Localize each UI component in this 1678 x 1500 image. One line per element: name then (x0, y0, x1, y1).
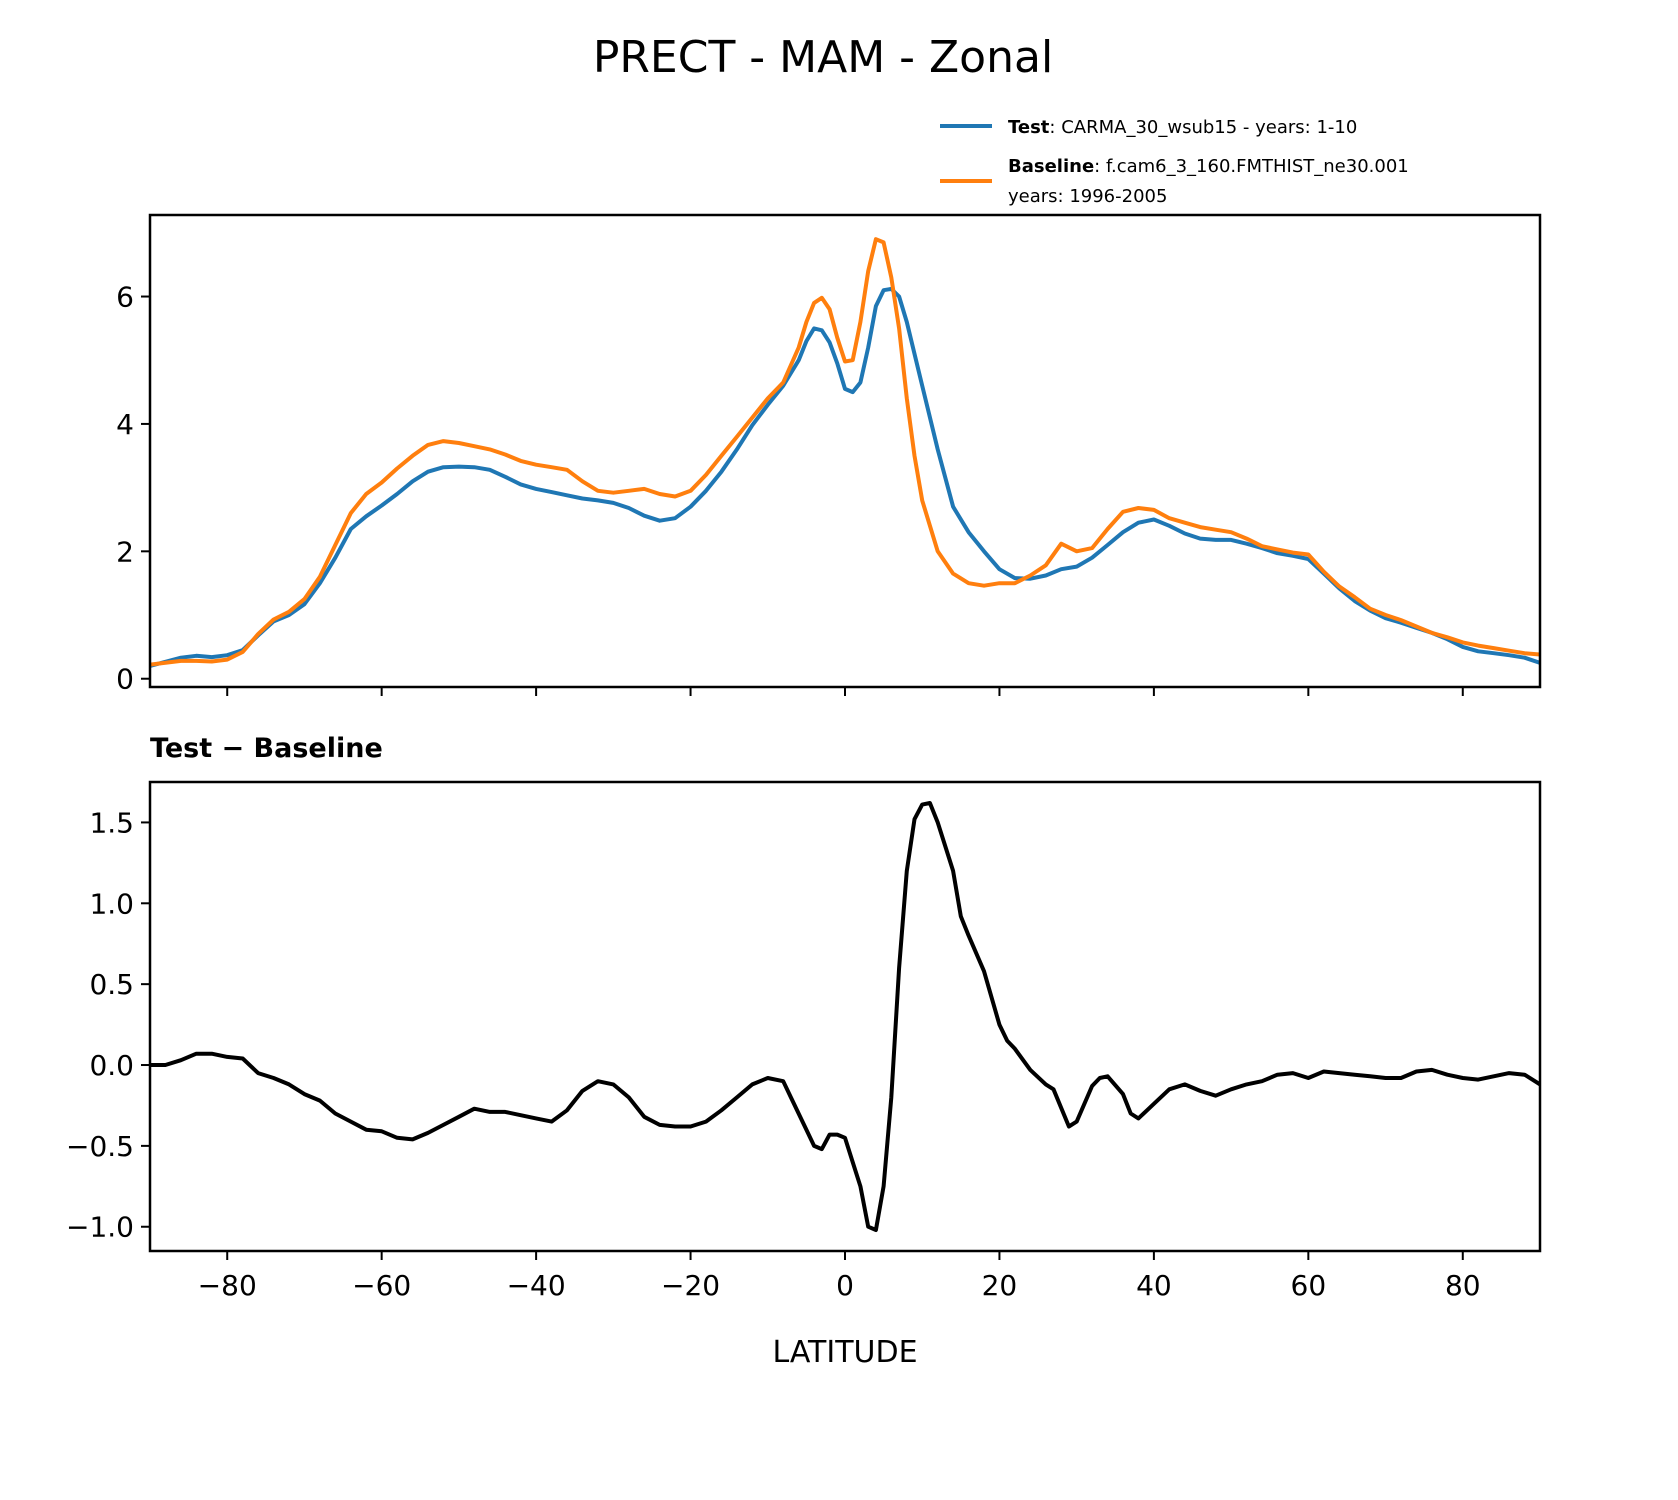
legend-test-label: Test (1008, 117, 1050, 138)
diff-xtick-label: −40 (507, 1269, 566, 1302)
legend-baseline-label: Baseline (1008, 156, 1094, 177)
top-ytick-label: 4 (116, 408, 134, 441)
diff-xtick-label: 0 (836, 1269, 854, 1302)
diff-ytick-label: 1.5 (89, 806, 134, 839)
legend-test-desc: : CARMA_30_wsub15 - years: 1-10 (1049, 117, 1357, 138)
diff-xtick-label: −20 (661, 1269, 720, 1302)
diff-ytick-label: 1.0 (89, 887, 134, 920)
top-panel: 0 2 4 6 (116, 213, 1542, 696)
legend-baseline-desc: : f.cam6_3_160.FMTHIST_ne30.001 (1094, 156, 1409, 177)
top-ytick-label: 2 (116, 535, 134, 568)
legend-test-text: Test: CARMA_30_wsub15 - years: 1-10 (1008, 117, 1357, 138)
top-ytick-label: 0 (116, 663, 134, 696)
diff-panel-title: Test − Baseline (150, 733, 383, 764)
diff-xtick-label: 20 (982, 1269, 1018, 1302)
diff-series-difference (150, 801, 1540, 1232)
diff-ytick-label: −0.5 (66, 1130, 134, 1163)
diff-ytick-label: 0.0 (89, 1049, 134, 1082)
legend-baseline-years: years: 1996-2005 (1008, 186, 1167, 207)
diff-xtick-label: −60 (352, 1269, 411, 1302)
diff-axes-frame (148, 780, 1542, 1253)
top-axes-frame (148, 213, 1542, 689)
top-ytick-label: 6 (116, 281, 134, 314)
diff-xtick-label: 40 (1136, 1269, 1172, 1302)
diff-ytick-label: −1.0 (66, 1211, 134, 1244)
diff-ytick-label: 0.5 (89, 968, 134, 1001)
x-axis-label: LATITUDE (772, 1335, 917, 1370)
top-series-baseline (150, 237, 1540, 667)
top-series-test (150, 286, 1540, 668)
legend: Test: CARMA_30_wsub15 - years: 1-10 Base… (940, 117, 1409, 207)
diff-xtick-label: 80 (1445, 1269, 1481, 1302)
bottom-panel: −1.0 −0.5 0.0 0.5 1.0 1.5 −80 −60 −40 −20 0 20 40 60 8… (66, 780, 1542, 1302)
diff-xtick-label: −80 (198, 1269, 257, 1302)
legend-baseline-text: Baseline: f.cam6_3_160.FMTHIST_ne30.001 (1008, 156, 1409, 177)
diff-xtick-label: 60 (1291, 1269, 1327, 1302)
figure-title: PRECT - MAM - Zonal (593, 32, 1053, 83)
